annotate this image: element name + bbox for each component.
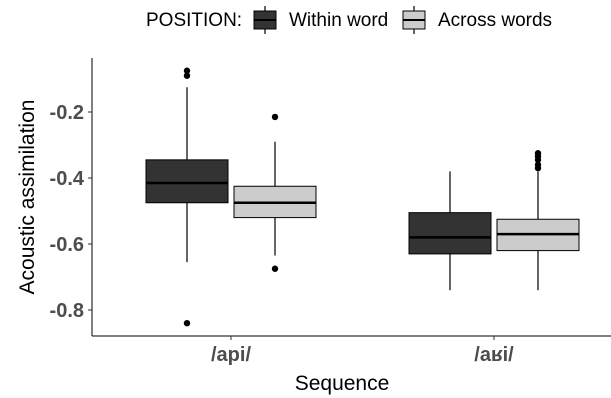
outlier-point: [183, 67, 191, 74]
box-within-word-2: [408, 171, 492, 291]
box-across-words-1: [233, 113, 317, 272]
legend-label-within-word: Within word: [289, 10, 388, 31]
y-axis-ticks: -0.2 -0.4 -0.6 -0.8: [50, 102, 92, 322]
legend-title: POSITION:: [146, 10, 242, 31]
plot-area: [145, 67, 580, 327]
legend: POSITION: Within word Across words: [146, 6, 552, 34]
y-tick-label: -0.8: [50, 300, 84, 322]
x-tick-label: /aʁi/: [474, 344, 514, 366]
x-axis-title: Sequence: [295, 372, 390, 395]
legend-key-within-word: [253, 6, 277, 34]
y-tick-label: -0.2: [50, 102, 84, 124]
outlier-point: [183, 72, 191, 79]
x-tick-label: /api/: [211, 344, 251, 366]
outlier-point: [534, 164, 542, 172]
outlier-point: [183, 320, 191, 327]
y-tick-label: -0.4: [50, 168, 85, 190]
legend-key-across-words: [402, 6, 426, 34]
y-axis-title: Acoustic assimilation: [16, 100, 39, 295]
outlier-point: [534, 156, 542, 164]
box-within-word-1: [145, 67, 229, 327]
outlier-point: [271, 113, 279, 121]
axes: [91, 58, 611, 337]
box-body: [145, 159, 229, 204]
y-tick-label: -0.6: [50, 234, 84, 256]
box-body: [408, 212, 492, 255]
x-axis-ticks: /api/ /aʁi/: [211, 336, 514, 366]
box-across-words-2: [496, 150, 580, 291]
outlier-point: [271, 265, 279, 272]
legend-label-across-words: Across words: [438, 10, 552, 31]
